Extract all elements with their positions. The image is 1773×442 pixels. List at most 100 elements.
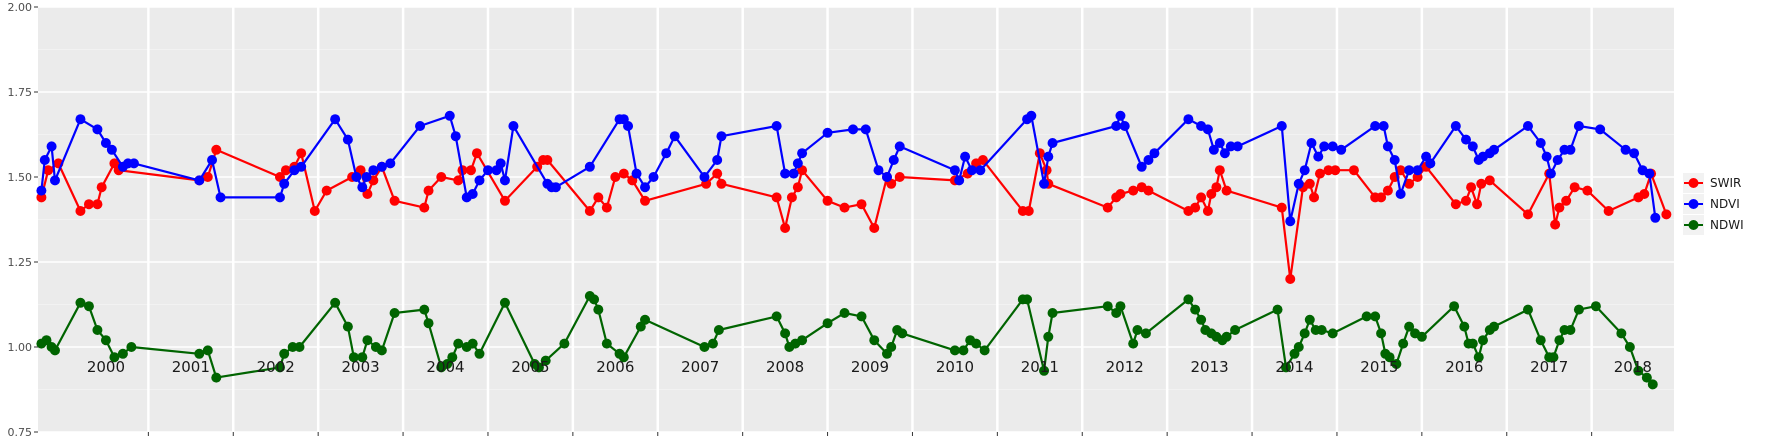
swir-point: [1143, 185, 1154, 196]
swir-point: [1115, 189, 1126, 199]
y-tick-label: 0.75: [8, 426, 33, 439]
ndvi-point: [1404, 165, 1415, 176]
ndvi-point: [1535, 138, 1546, 148]
ndvi-point: [716, 131, 727, 142]
ndvi-point: [450, 131, 461, 142]
ndwi-point: [1281, 362, 1292, 373]
ndwi-point: [1370, 311, 1381, 322]
ndwi-point: [1522, 304, 1533, 315]
ndwi-point: [593, 304, 604, 315]
ndwi-point: [707, 338, 718, 349]
year-label: 2006: [596, 358, 634, 376]
ndwi-point: [1473, 352, 1484, 363]
legend-key-point: [1688, 178, 1699, 188]
ndvi-point: [1306, 138, 1317, 148]
ndvi-point: [1047, 138, 1058, 148]
ndvi-point: [1389, 155, 1400, 165]
ndwi-point: [1196, 314, 1207, 325]
ndwi-point: [713, 325, 724, 335]
ndvi-point: [797, 148, 808, 159]
ndwi-point: [1641, 372, 1652, 383]
ndwi-point: [1548, 352, 1559, 363]
swir-point: [1276, 202, 1287, 213]
ndvi-point: [46, 141, 57, 152]
swir-point: [1450, 199, 1461, 210]
ndvi-point: [385, 158, 396, 169]
swir-point: [1221, 185, 1232, 196]
swir-point: [1285, 274, 1296, 284]
ndvi-point: [860, 124, 871, 135]
ndwi-point: [474, 348, 485, 359]
swir-point: [389, 195, 400, 206]
ndvi-point: [106, 144, 117, 155]
ndvi-point: [100, 138, 111, 148]
ndwi-point: [1128, 338, 1139, 349]
ndwi-point: [75, 297, 86, 308]
ndvi-point: [330, 114, 341, 125]
ndwi-point: [949, 345, 960, 356]
ndvi-point: [631, 168, 642, 179]
ndwi-point: [467, 338, 478, 349]
swir-point: [296, 148, 307, 159]
ndwi-point: [589, 294, 600, 305]
year-label: 2018: [1614, 358, 1652, 376]
ndwi-point: [211, 372, 222, 383]
ndvi-point: [1545, 168, 1556, 179]
swir-point: [1196, 192, 1207, 203]
ndvi-point: [215, 192, 226, 203]
ndvi-point: [771, 121, 782, 131]
swir-point: [43, 165, 54, 176]
ndwi-point: [1633, 365, 1644, 376]
swir-point: [1382, 185, 1393, 196]
grid: [38, 6, 1674, 433]
y-tick-label: 1.75: [8, 86, 33, 99]
swir-point: [321, 185, 332, 196]
swir-point: [780, 223, 791, 233]
ndvi-point: [75, 114, 86, 125]
ndvi-point: [960, 151, 971, 162]
swir-point: [1639, 189, 1650, 199]
ndvi-point: [495, 158, 506, 169]
swir-point: [1211, 182, 1222, 193]
ndvi-point: [550, 182, 561, 193]
year-label: 2005: [511, 358, 549, 376]
ndvi-point: [1026, 110, 1037, 121]
ndwi-point: [771, 311, 782, 322]
swir-point: [309, 206, 320, 216]
ndvi-point: [1522, 121, 1533, 131]
swir-point: [1554, 202, 1565, 213]
year-label: 2007: [681, 358, 719, 376]
ndwi-point: [1140, 328, 1151, 339]
ndwi-point: [453, 338, 464, 349]
ndvi-point: [584, 161, 595, 172]
year-label: 2011: [1021, 358, 1059, 376]
swir-point: [542, 155, 553, 165]
year-label: 2008: [766, 358, 804, 376]
legend: SWIR NDVI NDWI: [1683, 173, 1744, 235]
ndwi-point: [1115, 301, 1126, 312]
ndwi-point: [1221, 331, 1232, 342]
ndwi-point: [117, 348, 128, 359]
ndwi-point: [897, 328, 908, 339]
ndvi-point: [467, 189, 478, 199]
swir-point: [362, 189, 373, 199]
swir-point: [601, 202, 612, 213]
swir-point: [1376, 192, 1387, 203]
y-tick-label: 1.50: [8, 171, 33, 184]
ndwi-point: [618, 352, 629, 363]
ndvi-point: [415, 121, 426, 131]
ndvi-point: [1382, 141, 1393, 152]
ndvi-point: [1115, 110, 1126, 121]
year-label: 2013: [1191, 358, 1229, 376]
ndvi-point: [39, 155, 50, 165]
swir-point: [1550, 219, 1561, 230]
swir-point: [1460, 195, 1471, 206]
swir-point: [1314, 168, 1325, 179]
ndwi-point: [1467, 338, 1478, 349]
ndwi-point: [1489, 321, 1500, 332]
swir-point: [499, 195, 510, 206]
swir-point: [1330, 165, 1341, 176]
ndvi-point: [1202, 124, 1213, 135]
legend-item-swir: SWIR: [1683, 173, 1741, 193]
